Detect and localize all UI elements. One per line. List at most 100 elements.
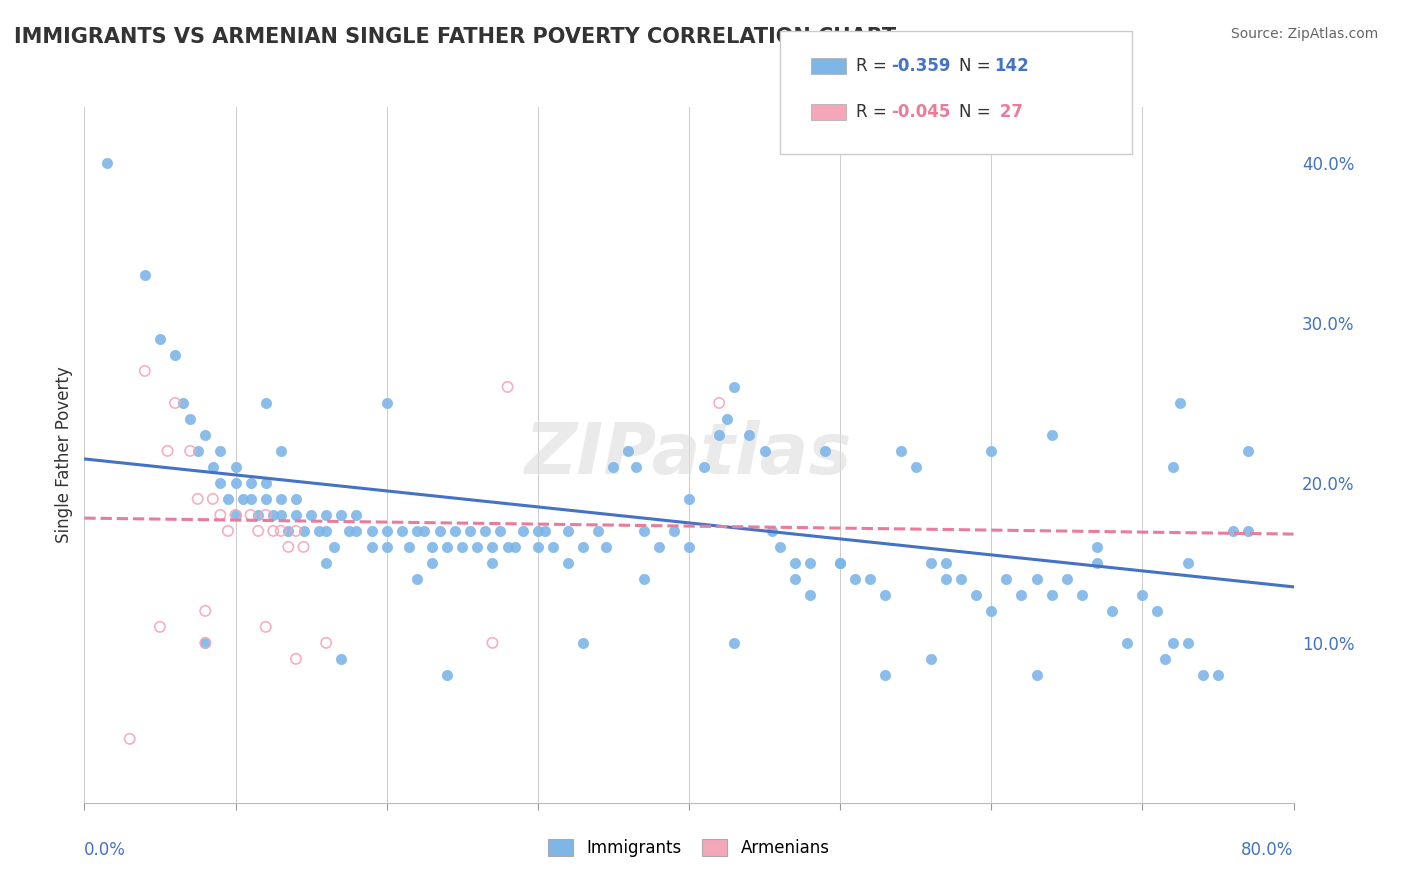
Point xyxy=(285,491,308,506)
Text: 0.0%: 0.0% xyxy=(84,841,127,859)
Point xyxy=(534,524,557,538)
Point xyxy=(247,524,270,538)
Point xyxy=(799,556,821,570)
Point xyxy=(890,444,912,458)
Point xyxy=(96,156,118,170)
Point xyxy=(527,524,550,538)
Point xyxy=(254,491,277,506)
Point xyxy=(648,540,671,554)
Point xyxy=(980,604,1002,618)
Point xyxy=(277,540,299,554)
Point xyxy=(1222,524,1244,538)
Point xyxy=(633,524,655,538)
Point xyxy=(761,524,783,538)
Text: 27: 27 xyxy=(994,103,1024,121)
Point xyxy=(557,524,579,538)
Point xyxy=(247,508,270,522)
Point xyxy=(541,540,564,554)
Point xyxy=(1025,668,1047,682)
Point xyxy=(194,604,217,618)
Point xyxy=(1237,444,1260,458)
Point xyxy=(209,444,232,458)
Point xyxy=(754,444,776,458)
Point xyxy=(270,444,292,458)
Point xyxy=(769,540,792,554)
Point xyxy=(875,588,897,602)
Point xyxy=(194,636,217,650)
Point xyxy=(225,508,247,522)
Point xyxy=(254,396,277,410)
Point xyxy=(118,731,141,746)
Point xyxy=(420,556,443,570)
Point xyxy=(830,556,852,570)
Point xyxy=(165,396,187,410)
Point xyxy=(413,524,436,538)
Point xyxy=(179,412,201,426)
Point xyxy=(1168,396,1191,410)
Point xyxy=(209,475,232,490)
Point xyxy=(315,556,337,570)
Point xyxy=(662,524,685,538)
Point xyxy=(965,588,987,602)
Point xyxy=(935,572,957,586)
Point xyxy=(406,572,429,586)
Point xyxy=(920,556,942,570)
Text: R =: R = xyxy=(856,103,893,121)
Point xyxy=(172,396,194,410)
Text: -0.359: -0.359 xyxy=(891,57,950,75)
Point xyxy=(1040,428,1063,442)
Point xyxy=(217,491,239,506)
Point xyxy=(467,540,489,554)
Point xyxy=(1025,572,1047,586)
Text: R =: R = xyxy=(856,57,893,75)
Point xyxy=(1206,668,1229,682)
Point xyxy=(783,556,806,570)
Point xyxy=(624,459,647,474)
Point xyxy=(179,444,201,458)
Point xyxy=(920,652,942,666)
Y-axis label: Single Father Poverty: Single Father Poverty xyxy=(55,367,73,543)
Point xyxy=(1101,604,1123,618)
Legend: Immigrants, Armenians: Immigrants, Armenians xyxy=(541,832,837,864)
Point xyxy=(799,588,821,602)
Point xyxy=(201,459,224,474)
Point xyxy=(451,540,474,554)
Point xyxy=(1161,459,1184,474)
Point xyxy=(512,524,534,538)
Point xyxy=(232,491,254,506)
Point xyxy=(262,524,284,538)
Point xyxy=(225,475,247,490)
Point xyxy=(209,508,232,522)
Point xyxy=(134,364,156,378)
Point xyxy=(270,508,292,522)
Point xyxy=(572,540,595,554)
Point xyxy=(285,524,308,538)
Point xyxy=(285,508,308,522)
Point xyxy=(391,524,413,538)
Point xyxy=(346,508,368,522)
Point xyxy=(194,428,217,442)
Point xyxy=(1192,668,1215,682)
Point xyxy=(633,572,655,586)
Point xyxy=(738,428,761,442)
Point xyxy=(322,540,344,554)
Point xyxy=(149,332,172,346)
Point xyxy=(134,268,156,282)
Point xyxy=(285,652,308,666)
Point xyxy=(330,652,353,666)
Point xyxy=(678,491,700,506)
Point xyxy=(1177,636,1199,650)
Point xyxy=(315,524,337,538)
Point xyxy=(330,508,353,522)
Point xyxy=(1237,524,1260,538)
Point xyxy=(375,540,398,554)
Point xyxy=(595,540,617,554)
Point xyxy=(709,428,731,442)
Point xyxy=(980,444,1002,458)
Text: Source: ZipAtlas.com: Source: ZipAtlas.com xyxy=(1230,27,1378,41)
Point xyxy=(1056,572,1078,586)
Text: 80.0%: 80.0% xyxy=(1241,841,1294,859)
Point xyxy=(783,572,806,586)
Point xyxy=(292,540,315,554)
Point xyxy=(1040,588,1063,602)
